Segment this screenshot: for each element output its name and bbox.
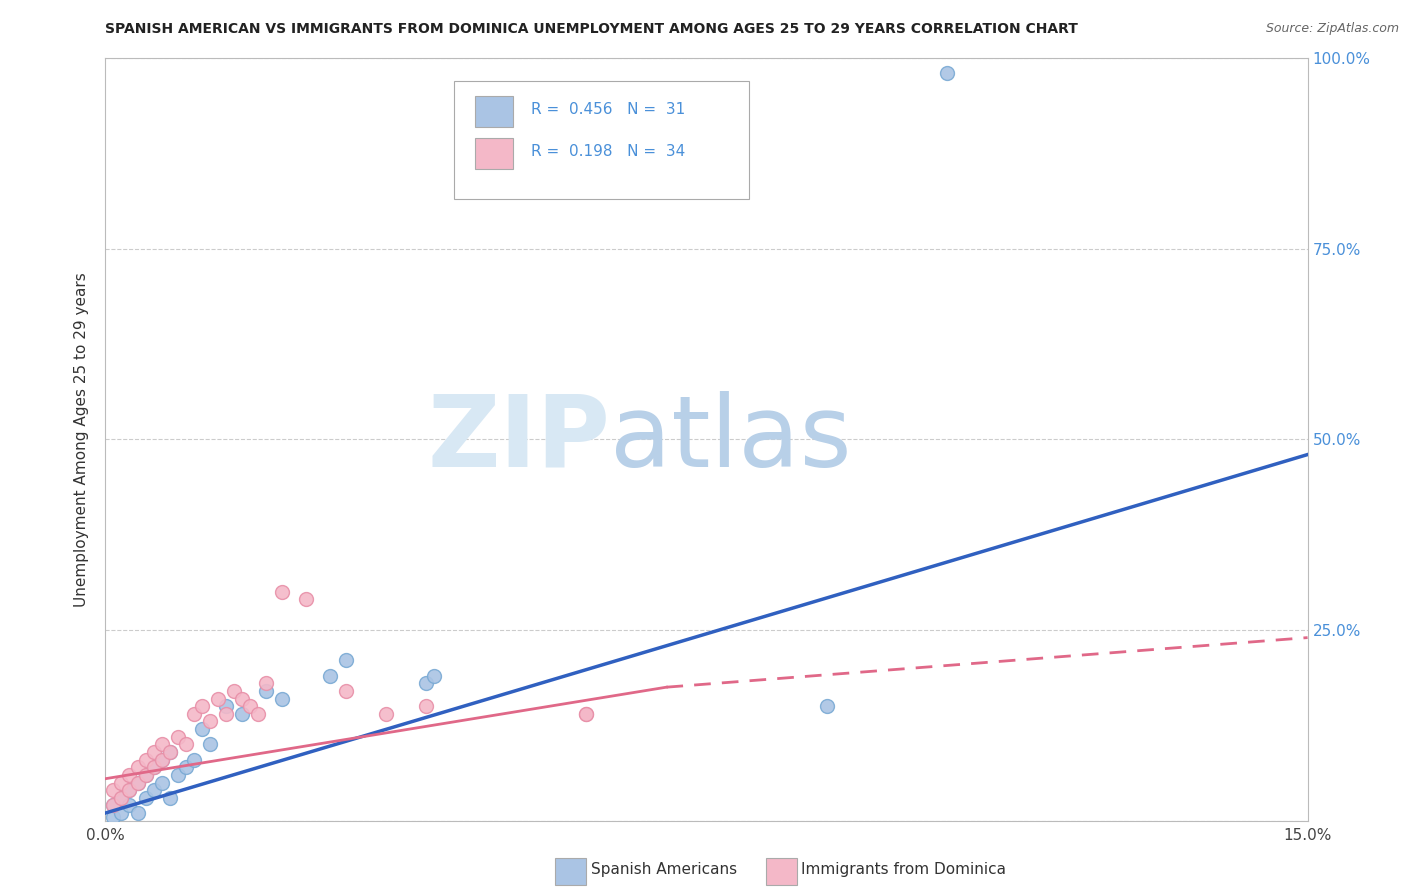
Point (222, 684, 245, 698)
Point (254, 676, 277, 690)
Y-axis label: Unemployment Among Ages 25 to 29 years: Unemployment Among Ages 25 to 29 years (75, 272, 90, 607)
Point (150, 753, 173, 767)
Point (575, 706, 598, 721)
Point (174, 760, 197, 774)
Point (159, 790, 181, 805)
Text: Immigrants from Dominica: Immigrants from Dominica (801, 863, 1007, 877)
Text: ZIP: ZIP (427, 391, 610, 488)
Point (110, 805, 132, 820)
Point (190, 699, 212, 714)
Text: atlas: atlas (610, 391, 852, 488)
Point (150, 775, 173, 789)
Point (103, 798, 125, 813)
Point (214, 699, 236, 714)
Point (118, 768, 141, 782)
Point (103, 783, 125, 797)
Point (231, 706, 253, 721)
Point (815, 699, 838, 714)
FancyBboxPatch shape (454, 81, 748, 199)
Point (198, 737, 221, 751)
Point (174, 737, 197, 751)
Bar (474, 96, 513, 127)
Point (936, 66, 959, 80)
Point (335, 653, 357, 667)
Point (127, 805, 149, 820)
Point (118, 783, 141, 797)
Point (254, 684, 277, 698)
Point (159, 745, 181, 759)
Point (110, 790, 132, 805)
Point (214, 706, 236, 721)
Point (118, 798, 141, 813)
Point (103, 810, 125, 824)
Point (135, 768, 157, 782)
Point (183, 706, 205, 721)
Point (190, 722, 212, 736)
Point (166, 730, 188, 744)
Point (246, 706, 269, 721)
Text: SPANISH AMERICAN VS IMMIGRANTS FROM DOMINICA UNEMPLOYMENT AMONG AGES 25 TO 29 YE: SPANISH AMERICAN VS IMMIGRANTS FROM DOMI… (105, 22, 1078, 37)
Point (127, 760, 149, 774)
Point (103, 798, 125, 813)
Point (142, 783, 165, 797)
Text: Spanish Americans: Spanish Americans (591, 863, 737, 877)
Point (150, 753, 173, 767)
Point (110, 790, 132, 805)
Point (127, 775, 149, 789)
Point (166, 768, 188, 782)
Point (319, 669, 342, 683)
Point (207, 691, 229, 706)
Point (423, 669, 446, 683)
Text: R =  0.198   N =  34: R = 0.198 N = 34 (531, 144, 685, 159)
Point (135, 768, 157, 782)
Point (183, 753, 205, 767)
Text: R =  0.456   N =  31: R = 0.456 N = 31 (531, 102, 685, 117)
Point (142, 760, 165, 774)
Point (231, 691, 253, 706)
Point (118, 783, 141, 797)
Point (127, 775, 149, 789)
Point (198, 714, 221, 729)
Point (239, 699, 262, 714)
Text: Source: ZipAtlas.com: Source: ZipAtlas.com (1265, 22, 1399, 36)
Point (415, 699, 437, 714)
Point (150, 737, 173, 751)
Point (110, 775, 132, 789)
Point (142, 760, 165, 774)
Point (335, 684, 357, 698)
Point (295, 592, 318, 607)
Bar (474, 138, 513, 169)
Point (575, 706, 598, 721)
Point (415, 676, 437, 690)
Point (135, 753, 157, 767)
Point (270, 691, 292, 706)
Point (142, 745, 165, 759)
Point (135, 790, 157, 805)
Point (270, 585, 292, 599)
Point (159, 745, 181, 759)
Point (374, 706, 398, 721)
